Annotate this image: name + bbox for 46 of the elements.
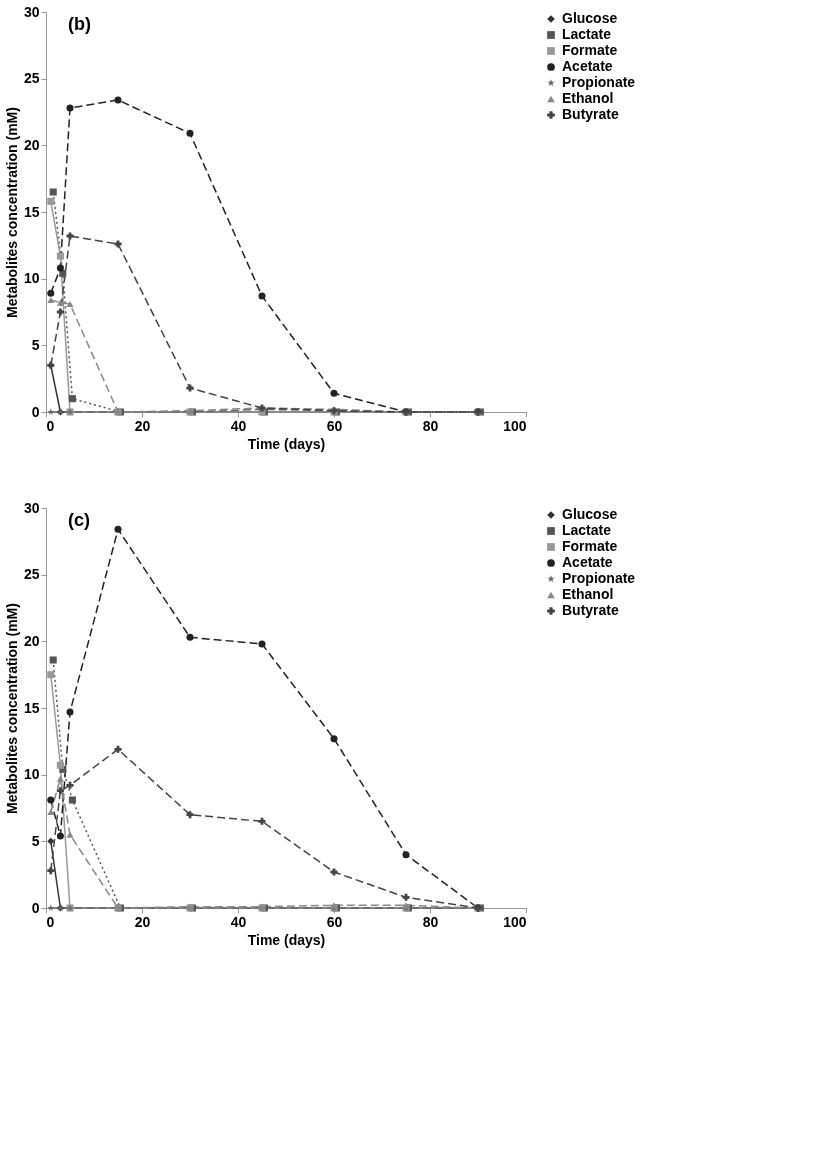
y-tick-label: 20 [23,136,40,153]
y-tick-label: 30 [23,3,40,20]
y-tick-label: 10 [23,766,40,783]
y-tick-label: 30 [23,499,40,516]
x-tick-label: 100 [503,913,527,930]
x-tick-label: 0 [46,913,55,930]
y-tick-label: 5 [31,336,40,353]
x-tick-label: 60 [326,913,343,930]
legend-label: Formate [562,42,618,58]
legend-label: Propionate [562,74,636,90]
y-tick-label: 0 [31,899,40,916]
x-tick-label: 0 [46,417,55,434]
legend-label: Acetate [562,58,613,74]
y-tick-label: 15 [23,203,40,220]
legend-label: Lactate [562,522,612,538]
x-tick-label: 40 [230,913,247,930]
y-tick-label: 15 [23,699,40,716]
y-tick-label: 20 [23,632,40,649]
x-tick-label: 80 [422,913,439,930]
legend-label: Glucose [562,10,618,26]
legend-label: Propionate [562,570,636,586]
legend-label: Acetate [562,554,613,570]
y-axis-title: Metabolites concentration (mM) [3,107,20,318]
legend-label: Butyrate [562,602,620,618]
x-tick-label: 20 [134,417,151,434]
x-tick-label: 60 [326,417,343,434]
legend-label: Ethanol [562,90,614,106]
legend-label: Butyrate [562,106,620,122]
y-tick-label: 5 [31,832,40,849]
x-axis-title: Time (days) [247,931,326,948]
y-axis-title: Metabolites concentration (mM) [3,603,20,814]
y-tick-label: 25 [23,70,40,87]
chart-title: (b) [68,14,91,34]
x-tick-label: 40 [230,417,247,434]
x-axis-title: Time (days) [247,435,326,452]
legend-label: Glucose [562,506,618,522]
x-tick-label: 100 [503,417,527,434]
y-tick-label: 0 [31,403,40,420]
y-tick-label: 10 [23,270,40,287]
legend-label: Formate [562,538,618,554]
y-tick-label: 25 [23,566,40,583]
x-tick-label: 80 [422,417,439,434]
x-tick-label: 20 [134,913,151,930]
legend-label: Ethanol [562,586,614,602]
chart-title: (c) [68,510,90,530]
legend-label: Lactate [562,26,612,42]
